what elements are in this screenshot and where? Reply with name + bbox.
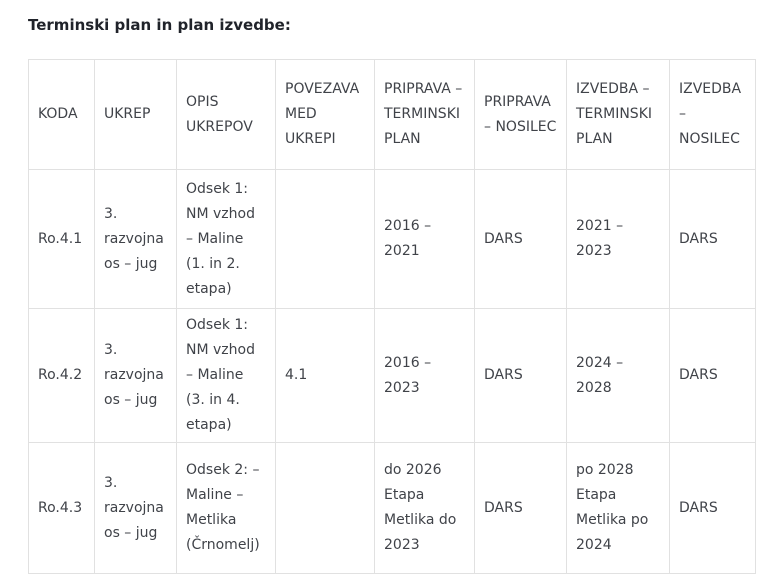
cell-ukrep: 3. razvojna os – jug bbox=[94, 169, 177, 309]
cell-povezava-med-ukrepi bbox=[275, 169, 375, 309]
table-row: Ro.4.2 3. razvojna os – jug Odsek 1: NM … bbox=[28, 308, 756, 443]
cell-izvedba-nosilec: DARS bbox=[669, 308, 756, 443]
cell-opis-ukrepov: Odsek 2: – Maline – Metlika (Črnomelj) bbox=[176, 442, 276, 574]
column-header-opis-ukrepov: OPIS UKREPOV bbox=[176, 59, 276, 170]
cell-opis-ukrepov: Odsek 1: NM vzhod – Maline (3. in 4. eta… bbox=[176, 308, 276, 443]
cell-izvedba-terminski-plan: po 2028 Etapa Metlika po 2024 bbox=[566, 442, 670, 574]
column-header-izvedba-nosilec: IZVEDBA – NOSILEC bbox=[669, 59, 756, 170]
table-row: Ro.4.1 3. razvojna os – jug Odsek 1: NM … bbox=[28, 169, 756, 309]
column-header-povezava-med-ukrepi: POVEZAVA MED UKREPI bbox=[275, 59, 375, 170]
cell-priprava-nosilec: DARS bbox=[474, 169, 567, 309]
column-header-koda: KODA bbox=[28, 59, 95, 170]
cell-ukrep: 3. razvojna os – jug bbox=[94, 308, 177, 443]
table-row: Ro.4.3 3. razvojna os – jug Odsek 2: – M… bbox=[28, 442, 756, 574]
cell-povezava-med-ukrepi bbox=[275, 442, 375, 574]
cell-ukrep: 3. razvojna os – jug bbox=[94, 442, 177, 574]
cell-priprava-nosilec: DARS bbox=[474, 442, 567, 574]
cell-izvedba-nosilec: DARS bbox=[669, 169, 756, 309]
column-header-priprava-terminski-plan: PRIPRAVA – TERMINSKI PLAN bbox=[374, 59, 475, 170]
cell-priprava-terminski-plan: 2016 – 2023 bbox=[374, 308, 475, 443]
cell-priprava-terminski-plan: do 2026 Etapa Metlika do 2023 bbox=[374, 442, 475, 574]
cell-izvedba-terminski-plan: 2021 – 2023 bbox=[566, 169, 670, 309]
column-header-priprava-nosilec: PRIPRAVA – NOSILEC bbox=[474, 59, 567, 170]
cell-opis-ukrepov: Odsek 1: NM vzhod – Maline (1. in 2. eta… bbox=[176, 169, 276, 309]
column-header-izvedba-terminski-plan: IZVEDBA – TERMINSKI PLAN bbox=[566, 59, 670, 170]
cell-izvedba-nosilec: DARS bbox=[669, 442, 756, 574]
terminski-plan-table: KODA UKREP OPIS UKREPOV POVEZAVA MED UKR… bbox=[28, 59, 756, 574]
cell-koda: Ro.4.2 bbox=[28, 308, 95, 443]
cell-priprava-terminski-plan: 2016 – 2021 bbox=[374, 169, 475, 309]
cell-izvedba-terminski-plan: 2024 – 2028 bbox=[566, 308, 670, 443]
header-row: KODA UKREP OPIS UKREPOV POVEZAVA MED UKR… bbox=[28, 59, 756, 170]
column-header-ukrep: UKREP bbox=[94, 59, 177, 170]
cell-koda: Ro.4.1 bbox=[28, 169, 95, 309]
cell-povezava-med-ukrepi: 4.1 bbox=[275, 308, 375, 443]
page-title: Terminski plan in plan izvedbe: bbox=[28, 16, 291, 34]
cell-priprava-nosilec: DARS bbox=[474, 308, 567, 443]
cell-koda: Ro.4.3 bbox=[28, 442, 95, 574]
